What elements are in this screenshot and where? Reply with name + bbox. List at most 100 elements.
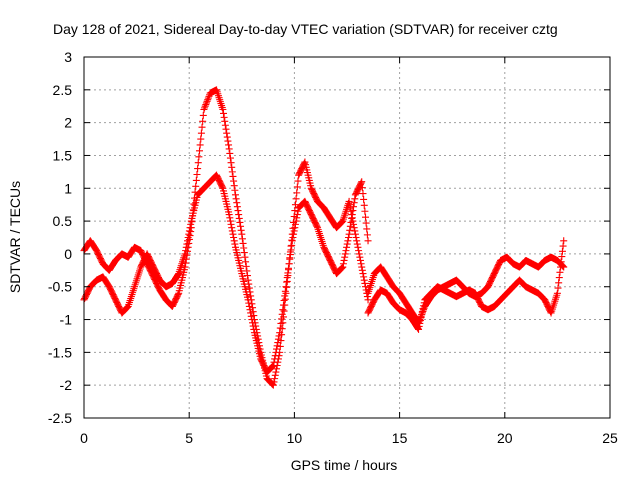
data-point (289, 234, 297, 241)
data-point (272, 348, 280, 356)
data-point (198, 123, 206, 131)
data-point (184, 237, 192, 245)
data-point (240, 244, 248, 252)
data-point (240, 249, 248, 257)
data-point (186, 224, 194, 232)
data-point (360, 201, 368, 209)
x-tick-label: 25 (602, 430, 618, 446)
data-point (286, 251, 294, 259)
data-point (346, 226, 354, 234)
data-point (228, 224, 236, 232)
data-point (247, 292, 255, 300)
data-point (360, 276, 368, 284)
data-point (220, 113, 228, 121)
x-tick-label: 5 (185, 430, 193, 446)
x-tick-label: 15 (392, 430, 408, 446)
data-point (555, 274, 563, 282)
data-point (269, 362, 277, 370)
data-point (340, 256, 348, 264)
data-point (339, 260, 347, 268)
data-point (354, 243, 362, 251)
y-tick-label: -2.5 (48, 410, 72, 426)
data-point (419, 305, 427, 313)
data-point (358, 184, 366, 192)
data-point (291, 224, 299, 232)
data-point (356, 256, 364, 264)
data-point (359, 270, 367, 278)
data-point (362, 283, 370, 291)
data-point (351, 195, 359, 203)
data-point (362, 219, 370, 227)
data-point (219, 106, 227, 114)
data-point (338, 264, 346, 272)
data-point (338, 264, 346, 272)
y-tick-label: 0.5 (53, 213, 73, 229)
data-point (202, 99, 210, 107)
data-point (554, 284, 562, 292)
data-point (204, 94, 212, 102)
data-point (242, 258, 250, 266)
data-point (345, 230, 353, 238)
data-point (294, 177, 302, 185)
data-point (227, 220, 235, 228)
data-point (244, 276, 252, 284)
data-point (228, 227, 236, 235)
data-point (268, 363, 276, 371)
data-point (285, 264, 293, 272)
y-tick-label: -2 (60, 377, 73, 393)
data-point (227, 159, 235, 167)
y-tick-label: -1 (60, 312, 73, 328)
data-point (231, 191, 239, 199)
data-point (285, 260, 293, 268)
y-tick-label: 1 (64, 180, 72, 196)
data-point (342, 247, 350, 255)
data-point (288, 237, 296, 245)
data-point (363, 231, 371, 239)
data-point (293, 183, 301, 191)
data-point (269, 361, 277, 369)
data-point (199, 111, 207, 119)
data-point (341, 253, 349, 261)
data-point (364, 237, 372, 245)
data-point (420, 302, 428, 310)
data-point (273, 365, 281, 373)
data-point (418, 308, 426, 316)
data-point (343, 243, 351, 251)
data-point (271, 375, 279, 383)
data-point (344, 234, 352, 241)
data-point (281, 287, 289, 295)
data-point (241, 253, 249, 261)
data-point (231, 240, 239, 248)
x-axis-label: GPS time / hours (291, 457, 398, 473)
data-point (193, 170, 201, 178)
data-point (197, 129, 205, 137)
data-marks (80, 86, 568, 389)
data-point (230, 237, 238, 245)
data-point (203, 97, 211, 105)
data-point (352, 234, 360, 241)
plot-frame (83, 56, 611, 419)
data-point (202, 101, 210, 109)
data-point (360, 273, 368, 281)
y-tick-label: -1.5 (48, 344, 72, 360)
data-point (237, 226, 245, 234)
y-tick-label: 1.5 (53, 147, 73, 163)
data-point (228, 163, 236, 171)
data-point (195, 153, 203, 161)
data-point (341, 250, 349, 258)
data-point (348, 214, 356, 222)
data-point (196, 141, 204, 149)
data-point (415, 322, 423, 330)
y-tick-label: 0 (64, 246, 72, 262)
data-point (351, 227, 359, 235)
data-point (187, 220, 195, 228)
data-point (249, 319, 257, 327)
data-point (346, 222, 354, 230)
data-point (359, 190, 367, 198)
y-tick-label: 2.5 (53, 82, 73, 98)
data-point (276, 329, 284, 337)
data-point (196, 147, 204, 155)
data-point (274, 339, 282, 347)
data-point (184, 234, 192, 241)
